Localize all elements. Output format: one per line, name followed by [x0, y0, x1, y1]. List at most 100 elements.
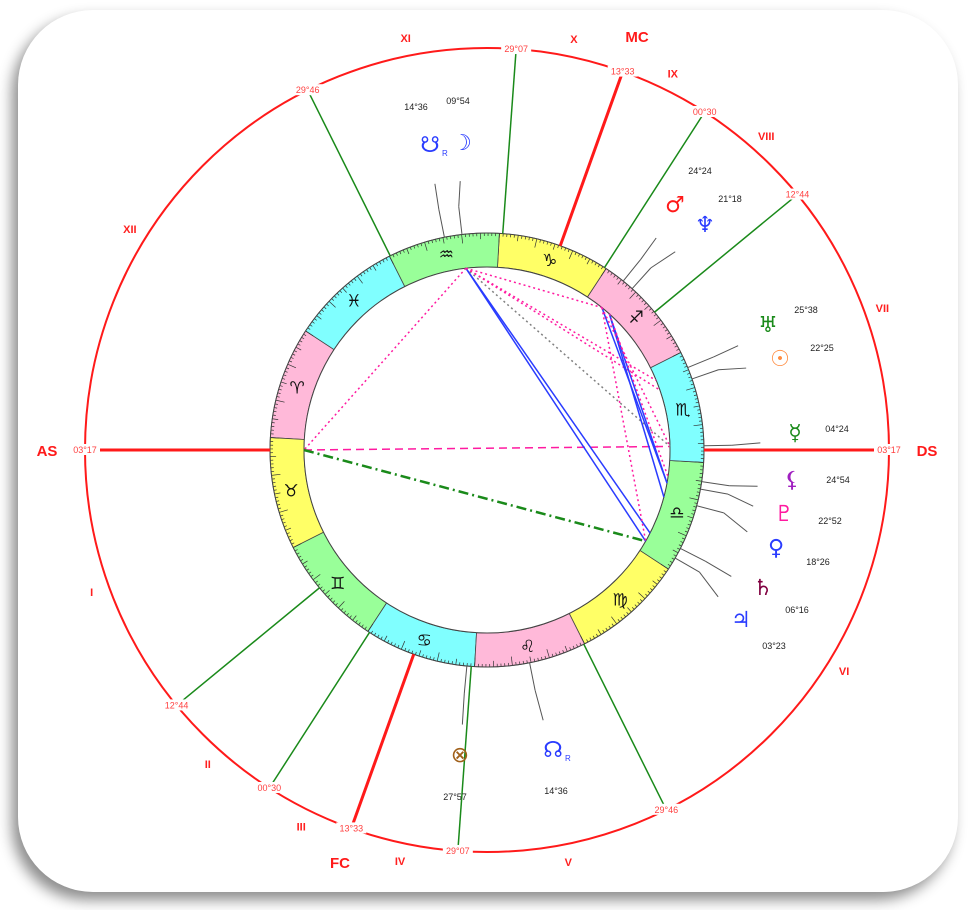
degree-tick: [273, 489, 277, 491]
aspect-line-moon-ascendant: [303, 267, 467, 451]
degree-tick: [387, 640, 390, 644]
degree-tick: [690, 383, 694, 386]
degree-tick: [380, 636, 383, 640]
degree-tick: [608, 625, 611, 629]
house-number-x: X: [570, 34, 578, 46]
cusp-degree-label: 12°44: [786, 190, 810, 200]
house-number-viii: VIII: [758, 131, 775, 143]
sign-glyph-capricorn: ♑: [542, 251, 557, 271]
degree-tick: [279, 385, 283, 387]
degree-tick: [666, 335, 672, 340]
degree-tick: [442, 237, 445, 244]
sign-glyph-sagittarius: ♐: [629, 308, 644, 328]
aspect-line-ascendant-jupiter: [303, 448, 646, 543]
aspect-line-moon-uranus: [465, 267, 657, 382]
degree-tick: [352, 615, 357, 621]
neptune-icon: ♆: [695, 213, 715, 238]
degree-tick: [296, 552, 300, 555]
degree-tick: [555, 652, 557, 656]
degree-tick: [385, 257, 388, 261]
cusp-degree-label: 13°33: [339, 823, 363, 833]
degree-tick: [363, 271, 366, 275]
degree-tick: [282, 378, 286, 380]
degree-tick: [636, 294, 639, 298]
degree-tick: [693, 424, 703, 427]
house-number-xi: XI: [400, 33, 410, 45]
degree-tick: [394, 643, 396, 647]
degree-tick: [697, 487, 701, 490]
degree-tick: [289, 539, 293, 542]
degree-tick: [324, 590, 330, 595]
degree-tick: [639, 599, 643, 602]
degree-tick: [589, 637, 592, 641]
degree-tick: [446, 236, 448, 240]
degree-tick: [510, 656, 513, 666]
degree-tick: [498, 233, 500, 243]
degree-tick: [532, 237, 534, 241]
degree-tick: [622, 281, 625, 285]
house-number-ix: IX: [668, 68, 679, 80]
pluto-icon: ♇: [774, 502, 794, 527]
degree-tick: [417, 244, 419, 248]
degree-tick: [270, 437, 280, 439]
sign-glyph-pisces: ♓: [346, 292, 361, 312]
degree-tick: [644, 305, 650, 310]
degree-tick: [652, 580, 658, 585]
degree-tick: [638, 592, 646, 600]
degree-tick: [366, 269, 369, 273]
degree-tick: [667, 563, 671, 567]
degree-tick: [425, 655, 428, 659]
degree-tick: [474, 657, 476, 667]
degree-tick: [323, 306, 327, 310]
degree-tick: [349, 615, 352, 619]
degree-tick: [302, 560, 308, 565]
degree-tick: [541, 656, 543, 660]
degree-tick: [669, 560, 673, 563]
cusp-degree-label: 29°07: [446, 846, 470, 856]
degree-tick: [694, 398, 698, 400]
degree-tick: [664, 329, 668, 332]
lilith-degree-label: 24°54: [826, 475, 850, 485]
cusp-label-bg: [501, 43, 532, 55]
degree-tick: [680, 541, 684, 543]
degree-tick: [641, 299, 645, 303]
aspect-line-moon-saturn: [465, 267, 651, 534]
degree-tick: [662, 326, 666, 329]
degree-tick: [329, 597, 333, 601]
aspect-line-moon-sun: [465, 267, 661, 391]
part-of-fortune-icon: ⊗: [451, 743, 469, 768]
degree-tick: [666, 332, 670, 335]
cusp-label-bg: [254, 781, 285, 793]
venus-degree-label: 18°26: [806, 557, 830, 567]
cusp-degree-label: 29°46: [654, 805, 678, 815]
degree-tick: [297, 343, 301, 346]
degree-tick: [679, 355, 683, 358]
degree-tick: [674, 345, 678, 348]
degree-tick: [517, 235, 519, 242]
mercury-pointer-line: [703, 444, 732, 447]
degree-tick: [283, 525, 287, 528]
house-cusp-line-iv: [349, 653, 416, 829]
degree-tick: [689, 497, 699, 501]
degree-tick: [569, 647, 572, 651]
degree-tick: [374, 632, 377, 636]
degree-tick: [564, 645, 568, 652]
degree-tick: [303, 333, 307, 337]
degree-tick: [648, 308, 652, 311]
degree-tick: [647, 590, 651, 594]
degree-tick: [552, 243, 556, 250]
cusp-label-bg: [161, 699, 192, 711]
degree-tick: [657, 579, 660, 582]
house-cusp-line-xi: [501, 49, 517, 234]
degree-tick: [572, 645, 575, 649]
cusp-label-bg: [607, 65, 638, 77]
degree-tick: [293, 350, 297, 353]
degree-tick: [611, 623, 614, 627]
degree-tick: [697, 409, 701, 411]
degree-tick: [353, 278, 357, 281]
neptune-leader-line: [650, 251, 676, 269]
mercury-degree-label: 04°24: [825, 424, 849, 434]
house-number-iii: III: [297, 822, 306, 834]
degree-tick: [645, 593, 648, 597]
